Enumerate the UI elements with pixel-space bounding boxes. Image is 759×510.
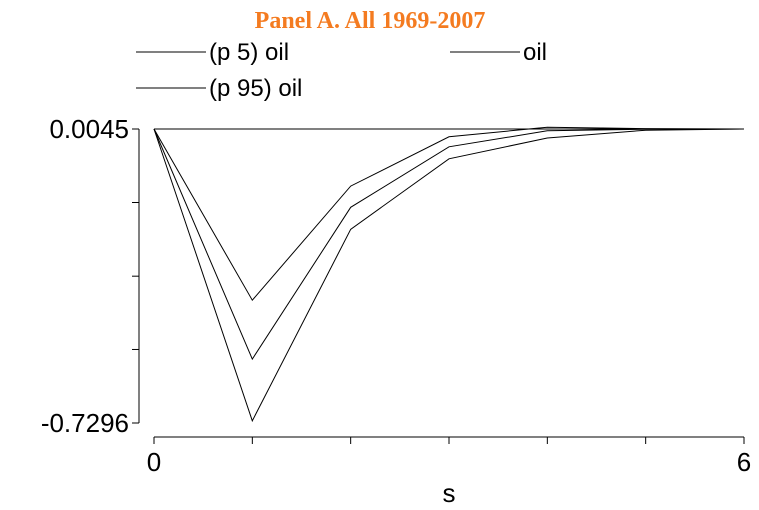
x-tick-label-0: 0 <box>147 447 161 477</box>
legend: (p 5) oil oil (p 95) oil <box>136 39 547 102</box>
plot-area <box>153 126 745 423</box>
x-tick-label-1: 6 <box>737 447 751 477</box>
x-axis-label: s <box>443 478 456 508</box>
series-line-2 <box>153 128 745 423</box>
legend-label-0: (p 5) oil <box>209 39 289 66</box>
y-tick-label-1: -0.7296 <box>41 408 129 438</box>
chart-title: Panel A. All 1969-2007 <box>255 8 486 34</box>
series-line-1 <box>153 128 745 361</box>
legend-label-1: oil <box>523 39 547 66</box>
series-group <box>153 126 745 423</box>
series-line-0 <box>153 126 745 302</box>
y-axis: 0.0045 -0.7296 <box>41 114 140 438</box>
legend-label-2: (p 95) oil <box>209 75 302 102</box>
y-tick-label-0: 0.0045 <box>49 114 129 144</box>
